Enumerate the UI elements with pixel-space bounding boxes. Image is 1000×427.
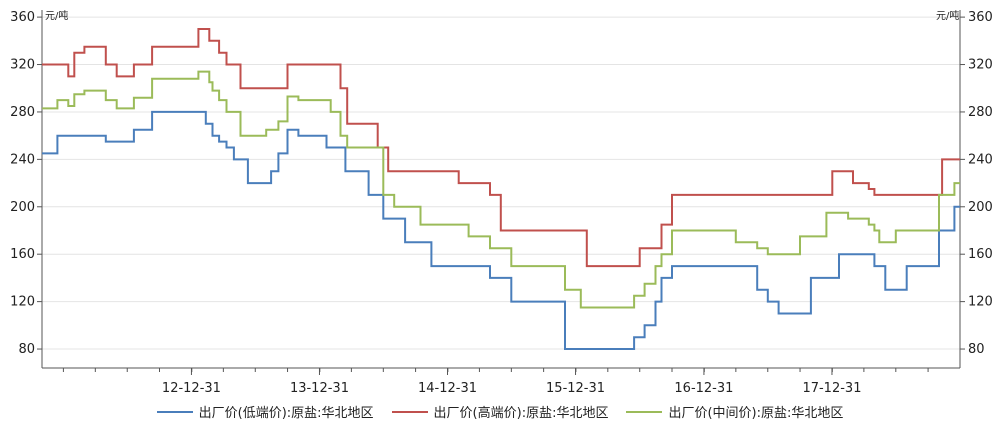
y-tick-label-left: 240	[10, 152, 35, 167]
y-tick-label-right: 360	[968, 10, 993, 25]
y-tick-label-right: 280	[968, 105, 993, 120]
legend-label-high: 出厂价(高端价):原盐:华北地区	[433, 406, 609, 421]
y-tick-label-right: 240	[968, 152, 993, 167]
legend-swatch-low	[156, 410, 193, 413]
y-tick-label-right: 120	[968, 295, 993, 310]
x-tick-label: 16-12-31	[674, 381, 733, 396]
y-tick-label-right: 80	[968, 342, 985, 357]
x-tick-label: 17-12-31	[802, 381, 861, 396]
legend: 出厂价(低端价):原盐:华北地区 出厂价(高端价):原盐:华北地区 出厂价(中间…	[0, 402, 1000, 421]
y-tick-label-left: 80	[18, 342, 35, 357]
y-unit-left: 元/吨	[45, 9, 68, 22]
series-lines	[42, 28, 960, 350]
y-tick-label-right: 200	[968, 200, 993, 215]
legend-item-mid: 出厂价(中间价):原盐:华北地区	[626, 402, 843, 421]
series-line-mid	[42, 70, 960, 309]
x-tick-label: 12-12-31	[162, 381, 221, 396]
x-tick-label: 14-12-31	[418, 381, 477, 396]
axes: 80 80 120 120 160 160 200 200 240 240 280 280 320 320…	[10, 10, 993, 396]
legend-item-high: 出厂价(高端价):原盐:华北地区	[391, 402, 609, 421]
y-unit-right: 元/吨	[936, 9, 959, 22]
series-line-low	[42, 110, 960, 350]
y-tick-label-right: 160	[968, 247, 993, 262]
x-tick-label: 13-12-31	[290, 381, 349, 396]
legend-label-low: 出厂价(低端价):原盐:华北地区	[198, 406, 374, 421]
y-tick-label-right: 320	[968, 58, 993, 73]
legend-label-mid: 出厂价(中间价):原盐:华北地区	[668, 406, 844, 421]
line-chart: 80 80 120 120 160 160 200 200 240 240 280 280 320 320…	[10, 9, 993, 396]
y-tick-label-left: 160	[10, 247, 35, 262]
grid-lines	[42, 16, 960, 350]
y-tick-label-left: 280	[10, 105, 35, 120]
series-line-high	[42, 28, 960, 268]
x-tick-label: 15-12-31	[546, 381, 605, 396]
y-tick-label-left: 360	[10, 10, 35, 25]
legend-swatch-high	[391, 410, 428, 413]
legend-swatch-mid	[626, 410, 663, 413]
y-tick-label-left: 320	[10, 58, 35, 73]
y-tick-label-left: 200	[10, 200, 35, 215]
legend-item-low: 出厂价(低端价):原盐:华北地区	[156, 402, 374, 421]
y-tick-label-left: 120	[10, 295, 35, 310]
